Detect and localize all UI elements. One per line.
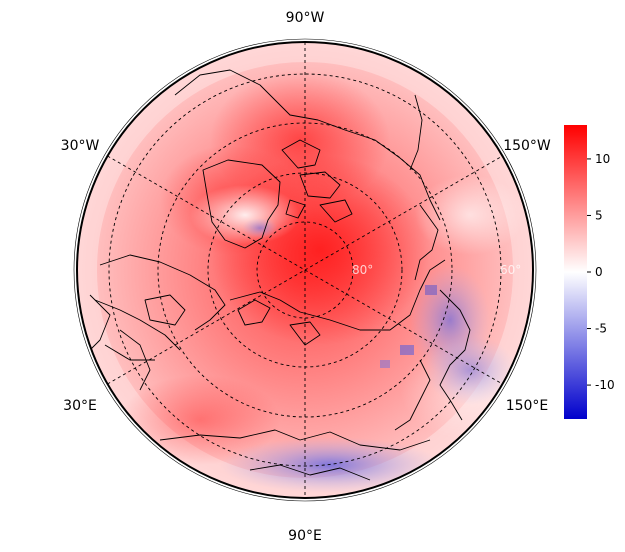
coastlines (79, 69, 471, 481)
graticule (107, 42, 503, 498)
colorbar: 10 5 0 -5 -10 (564, 125, 615, 419)
colorbar-gradient (564, 125, 587, 419)
meridian-label-30w: 30°W (61, 138, 100, 154)
colorbar-tick-label: 5 (595, 208, 603, 222)
colorbar-tick-label: -5 (595, 322, 607, 336)
colorbar-tick-label: 10 (595, 152, 610, 166)
colorbar-tick-label: -10 (595, 378, 615, 392)
anomaly-field (77, 42, 533, 498)
meridian-label-150e: 150°E (506, 398, 549, 414)
meridian-label-30e: 30°E (63, 398, 97, 414)
meridian-label-90w: 90°W (286, 10, 325, 26)
parallel-label-80: 80° (352, 263, 373, 277)
meridian-label-150w: 150°W (503, 138, 551, 154)
parallel-label-60: 60° (500, 263, 521, 277)
meridian-label-90e: 90°E (288, 528, 322, 544)
map-frame (76, 41, 534, 499)
colorbar-tick-label: 0 (595, 265, 603, 279)
map-frame-outer (73, 38, 537, 502)
